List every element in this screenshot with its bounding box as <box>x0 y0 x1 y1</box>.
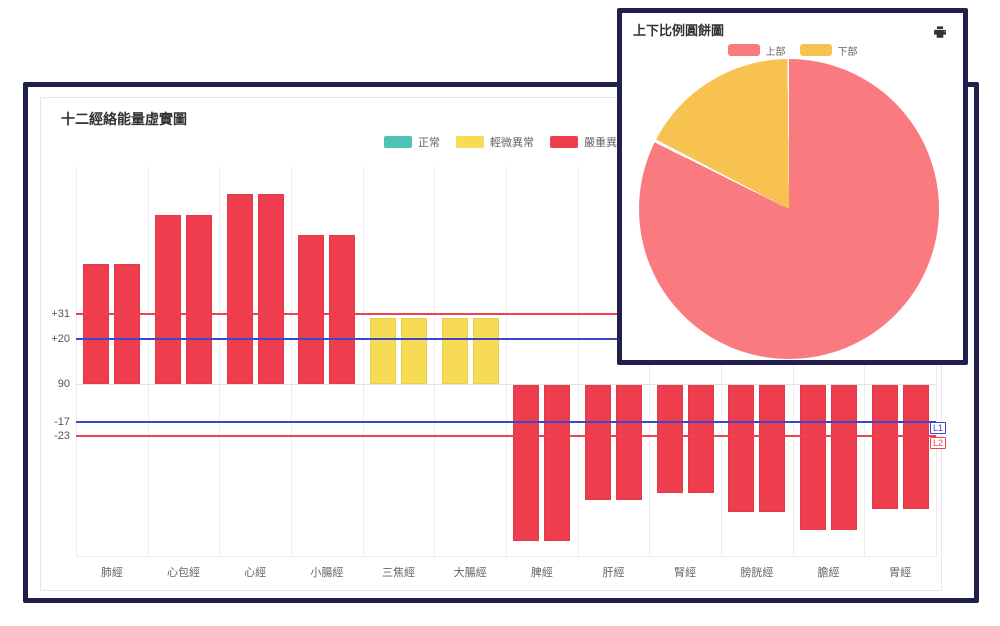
y-axis-tick: 90 <box>57 378 70 390</box>
bar-chart-plot-area: L1 L2 <box>76 166 946 557</box>
bar-小腸經-left[interactable] <box>298 234 325 384</box>
bar-大腸經-left[interactable] <box>441 318 468 384</box>
x-axis-label-肺經: 肺經 <box>100 567 123 579</box>
bar-三焦經-right[interactable] <box>400 318 427 384</box>
x-axis-label-小腸經: 小腸經 <box>310 567 344 579</box>
pie-legend-label: 上部 <box>765 46 786 58</box>
bar-脾經-left[interactable] <box>513 385 540 541</box>
printer-icon <box>934 26 946 38</box>
bar-膽經-right[interactable] <box>830 385 857 530</box>
pie-legend-item-上部[interactable]: 上部 <box>727 43 786 58</box>
bar-肺經-right[interactable] <box>114 264 141 384</box>
y-axis-tick: +31 <box>51 307 70 320</box>
bar-脾經-right[interactable] <box>544 385 571 541</box>
bar-心包經-left[interactable] <box>154 214 181 384</box>
bar-大腸經-right[interactable] <box>472 318 499 384</box>
x-axis-label-心經: 心經 <box>244 567 267 579</box>
legend-label: 正常 <box>418 137 440 149</box>
bar-膽經-left[interactable] <box>799 385 826 530</box>
y-axis-tick: -23 <box>54 429 70 442</box>
threshold-line--23: L2 <box>76 434 946 449</box>
print-button[interactable] <box>931 23 949 41</box>
pie-chart-title: 上下比例圓餅圖 <box>633 23 725 38</box>
baseline-gridline <box>76 384 936 385</box>
bar-chart-title: 十二經絡能量虛實圖 <box>61 111 187 127</box>
bar-胃經-left[interactable] <box>871 385 898 510</box>
bar-肺經-left[interactable] <box>83 264 110 384</box>
bar-腎經-right[interactable] <box>687 385 714 494</box>
bar-膀胱經-left[interactable] <box>728 385 755 512</box>
pie-chart[interactable] <box>639 59 939 359</box>
legend-swatch-icon <box>384 136 412 148</box>
x-axis-label-膀胱經: 膀胱經 <box>740 567 774 579</box>
pie-legend-label: 下部 <box>837 46 858 58</box>
threshold-line-31 <box>76 312 936 315</box>
vertical-gridline <box>291 166 292 557</box>
vertical-gridline <box>578 166 579 557</box>
x-axis-label-腎經: 腎經 <box>674 567 697 579</box>
x-axis-label-三焦經: 三焦經 <box>381 567 415 579</box>
bar-心經-left[interactable] <box>226 194 253 384</box>
bar-chart-y-axis: +31 +20 90 -17 -23 <box>41 166 72 557</box>
x-axis-label-心包經: 心包經 <box>166 567 200 579</box>
bar-腎經-left[interactable] <box>656 385 683 494</box>
pie-legend-swatch-icon <box>799 44 832 56</box>
x-axis-label-胃經: 胃經 <box>889 567 912 579</box>
pie-legend-swatch-icon <box>727 44 760 56</box>
threshold-line-label: L1 <box>929 422 946 435</box>
y-axis-tick: -17 <box>54 416 70 429</box>
bottom-gridline <box>76 556 936 557</box>
vertical-gridline <box>148 166 149 557</box>
bar-chart-x-axis: 肺經 心包經 心經 小腸經 三焦經 大腸經 脾經 肝經 腎經 膀胱經 膽經 胃經 <box>76 564 936 579</box>
bar-小腸經-right[interactable] <box>329 234 356 384</box>
threshold-line--17: L1 <box>76 421 946 435</box>
vertical-gridline <box>434 166 435 557</box>
legend-item-mild[interactable]: 輕微異常 <box>456 134 534 150</box>
threshold-line-label: L2 <box>929 436 946 449</box>
bar-肝經-left[interactable] <box>584 385 611 501</box>
vertical-gridline <box>363 166 364 557</box>
bar-胃經-right[interactable] <box>902 385 929 510</box>
pie-legend-item-下部[interactable]: 下部 <box>799 43 858 58</box>
bar-心經-right[interactable] <box>257 194 284 384</box>
y-axis-tick: +20 <box>51 332 70 345</box>
vertical-gridline <box>219 166 220 557</box>
x-axis-label-肝經: 肝經 <box>602 567 625 579</box>
x-axis-label-膽經: 膽經 <box>817 567 840 579</box>
legend-item-normal[interactable]: 正常 <box>384 134 440 150</box>
vertical-gridline <box>76 166 77 557</box>
vertical-gridline <box>506 166 507 557</box>
x-axis-label-脾經: 脾經 <box>530 567 553 579</box>
legend-swatch-icon <box>456 136 484 148</box>
pie-chart-legend: 上部 下部 <box>622 43 963 58</box>
legend-swatch-icon <box>550 136 578 148</box>
x-axis-label-大腸經: 大腸經 <box>453 567 487 579</box>
bar-膀胱經-right[interactable] <box>759 385 786 512</box>
legend-label: 輕微異常 <box>490 137 534 149</box>
bar-心包經-right[interactable] <box>185 214 212 384</box>
bar-三焦經-left[interactable] <box>369 318 396 384</box>
bar-肝經-right[interactable] <box>615 385 642 501</box>
upper-lower-pie-window: 上下比例圓餅圖 上部 下部 <box>617 8 968 365</box>
threshold-line-20 <box>76 337 936 340</box>
